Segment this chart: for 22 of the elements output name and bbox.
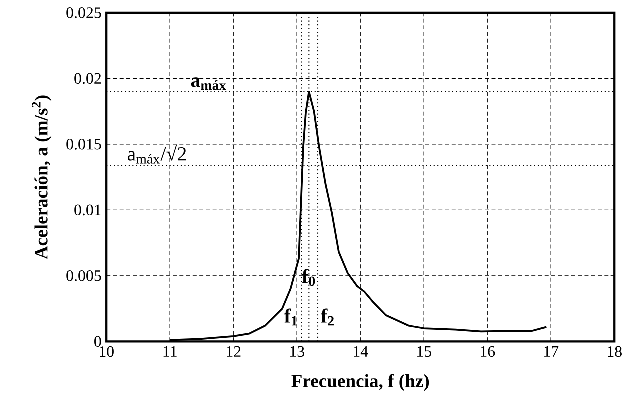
- x-tick-label: 11: [164, 346, 177, 357]
- y-tick-label: 0.015: [66, 138, 102, 150]
- y-tick-label: 0.005: [66, 270, 102, 282]
- text: f$_{2}$: [321, 308, 334, 326]
- y-tick-label: 0.02: [74, 73, 102, 84]
- x-axis-title: Frecuencia, f (hz): [292, 374, 430, 392]
- y-axis-title: Aceleración, a (m/s$^{2}$): [32, 96, 52, 260]
- text: f$_{0}$: [302, 268, 316, 286]
- x-tick-label: 18: [608, 346, 622, 357]
- x-tick-label: 17: [544, 346, 559, 357]
- y-tick-label: 0.025: [66, 7, 102, 18]
- ref-line-label: a$_{máx}$/√2: [128, 144, 186, 164]
- y-tick-label: 0.01: [74, 204, 101, 216]
- y-tick-label: 0: [94, 336, 102, 347]
- x-tick-label: 12: [227, 346, 241, 357]
- x-tick-label: 10: [100, 346, 114, 357]
- text: a$_{máx}$: [191, 77, 226, 90]
- x-tick-label: 14: [354, 346, 368, 357]
- x-tick-label: 15: [418, 346, 432, 357]
- x-tick-label: 16: [481, 346, 496, 357]
- x-tick-label: 13: [290, 346, 304, 357]
- text: f$_{1}$: [284, 308, 298, 326]
